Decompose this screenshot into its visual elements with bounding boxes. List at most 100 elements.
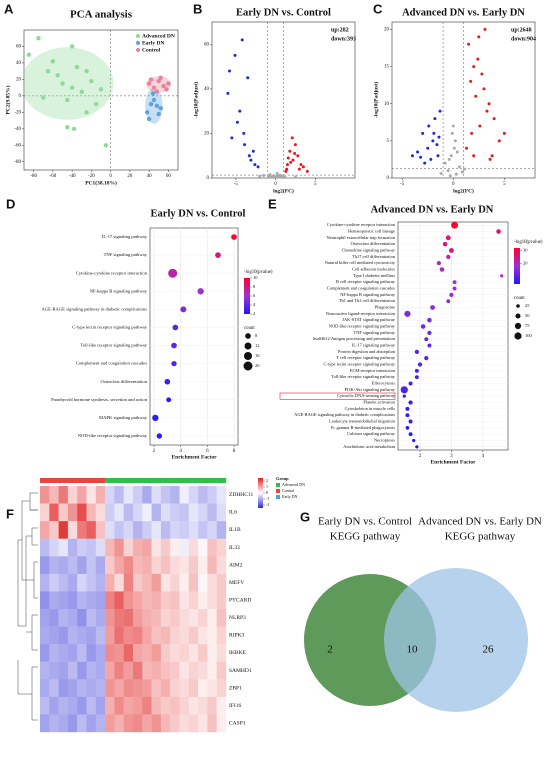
heat-cell bbox=[160, 573, 171, 592]
point bbox=[410, 154, 414, 158]
heat-cell bbox=[86, 679, 96, 698]
point bbox=[449, 154, 453, 158]
y-axis-label: -log10(Padjust) bbox=[192, 82, 199, 118]
group-bar bbox=[179, 478, 189, 483]
heat-cell bbox=[58, 661, 69, 680]
y-tick-label: 40 bbox=[16, 61, 22, 66]
bubble bbox=[414, 349, 419, 354]
point bbox=[463, 167, 467, 171]
point bbox=[146, 116, 152, 122]
point bbox=[98, 87, 104, 92]
bubble bbox=[449, 292, 454, 297]
heat-cell bbox=[49, 626, 59, 645]
point bbox=[148, 101, 154, 107]
size-swatch bbox=[514, 332, 522, 340]
heat-cell bbox=[198, 696, 208, 715]
heat-cell bbox=[179, 661, 189, 680]
legend-swatch bbox=[276, 489, 280, 493]
bubble bbox=[180, 306, 187, 313]
category-label: Efferocytosis bbox=[372, 381, 396, 386]
heat-cell bbox=[216, 609, 227, 627]
heat-cell bbox=[170, 661, 180, 680]
heat-cell bbox=[216, 503, 227, 522]
heat-cell bbox=[160, 556, 171, 575]
point bbox=[227, 69, 231, 73]
category-label: ECM-receptor interaction bbox=[350, 368, 396, 373]
point bbox=[293, 151, 297, 155]
row-label: PYCARD bbox=[229, 597, 251, 603]
point bbox=[93, 101, 99, 107]
heat-cell bbox=[67, 503, 78, 522]
heat-cell bbox=[105, 573, 115, 592]
heat-cell bbox=[188, 486, 199, 504]
point bbox=[301, 165, 305, 169]
row-label: AIM2 bbox=[229, 562, 243, 568]
heat-cell bbox=[170, 696, 180, 715]
category-label: Hematopoietic cell lineage bbox=[348, 229, 395, 234]
category-label: IL-17 signaling pathway bbox=[102, 234, 148, 239]
heat-cell bbox=[58, 538, 69, 557]
point bbox=[89, 78, 94, 84]
color-bar bbox=[258, 478, 263, 508]
category-label: NF-kappa B signaling pathway bbox=[340, 292, 396, 297]
point bbox=[235, 120, 239, 124]
bubble bbox=[452, 280, 457, 285]
heat-cell bbox=[86, 521, 96, 539]
heat-cell bbox=[40, 503, 50, 522]
group-bar bbox=[67, 478, 78, 483]
chart-title: Early DN vs. Control bbox=[236, 7, 331, 18]
color-tick-label: 1 bbox=[266, 484, 268, 489]
category-label: TNF signaling pathway bbox=[354, 330, 396, 335]
heat-cell bbox=[207, 521, 217, 539]
heat-cell bbox=[151, 556, 162, 575]
point bbox=[69, 85, 75, 90]
category-label: JAK-STAT signaling pathway bbox=[342, 317, 396, 322]
x-tick-label: -20 bbox=[88, 174, 95, 179]
category-label: Leukocyte transendothelial migration bbox=[329, 419, 396, 424]
heat-cell bbox=[58, 644, 69, 662]
heat-cell bbox=[133, 714, 143, 733]
heat-cell bbox=[49, 714, 59, 733]
heat-cell bbox=[198, 556, 208, 575]
heat-cell bbox=[114, 591, 124, 610]
heat-cell bbox=[95, 486, 106, 504]
point bbox=[256, 165, 260, 169]
heat-cell bbox=[170, 556, 180, 575]
category-label: Th1 and Th2 cell differentiation bbox=[339, 298, 396, 303]
category-label: Natural killer cell mediated cytotoxicit… bbox=[325, 260, 396, 265]
heat-cell bbox=[188, 696, 199, 715]
x-axis-label: Enrichment Factor bbox=[430, 459, 476, 465]
heat-cell bbox=[160, 661, 171, 680]
bubble bbox=[164, 378, 171, 385]
x-tick-label: 2 bbox=[153, 449, 156, 454]
y-tick-label: 20 bbox=[384, 28, 390, 33]
y-tick-label: -60 bbox=[14, 143, 21, 148]
heat-cell bbox=[114, 503, 124, 522]
heat-cell bbox=[207, 644, 217, 662]
heat-cell bbox=[179, 696, 189, 715]
heat-cell bbox=[142, 556, 152, 575]
bubble bbox=[446, 299, 451, 304]
point bbox=[477, 35, 481, 39]
row-label: ZDHHC11 bbox=[229, 492, 253, 498]
category-label: Platelet activation bbox=[363, 400, 395, 405]
heat-cell bbox=[77, 626, 87, 645]
heat-cell bbox=[40, 486, 50, 504]
size-label: 100 bbox=[525, 333, 533, 338]
heat-cell bbox=[133, 661, 143, 680]
heat-cell bbox=[207, 696, 217, 715]
point bbox=[421, 131, 425, 135]
heat-cell bbox=[142, 573, 152, 592]
color-tick-label: -1 bbox=[266, 496, 269, 501]
legend-label: Advanced DN bbox=[282, 482, 305, 487]
point bbox=[433, 117, 437, 121]
point bbox=[419, 155, 423, 159]
heat-cell bbox=[67, 521, 78, 539]
bubble bbox=[415, 445, 419, 449]
size-label: 25 bbox=[525, 303, 530, 308]
heat-cell bbox=[151, 696, 162, 715]
heat-cell bbox=[151, 644, 162, 662]
point bbox=[454, 172, 458, 176]
row-label: SAMHD1 bbox=[229, 668, 252, 674]
point bbox=[55, 73, 60, 78]
